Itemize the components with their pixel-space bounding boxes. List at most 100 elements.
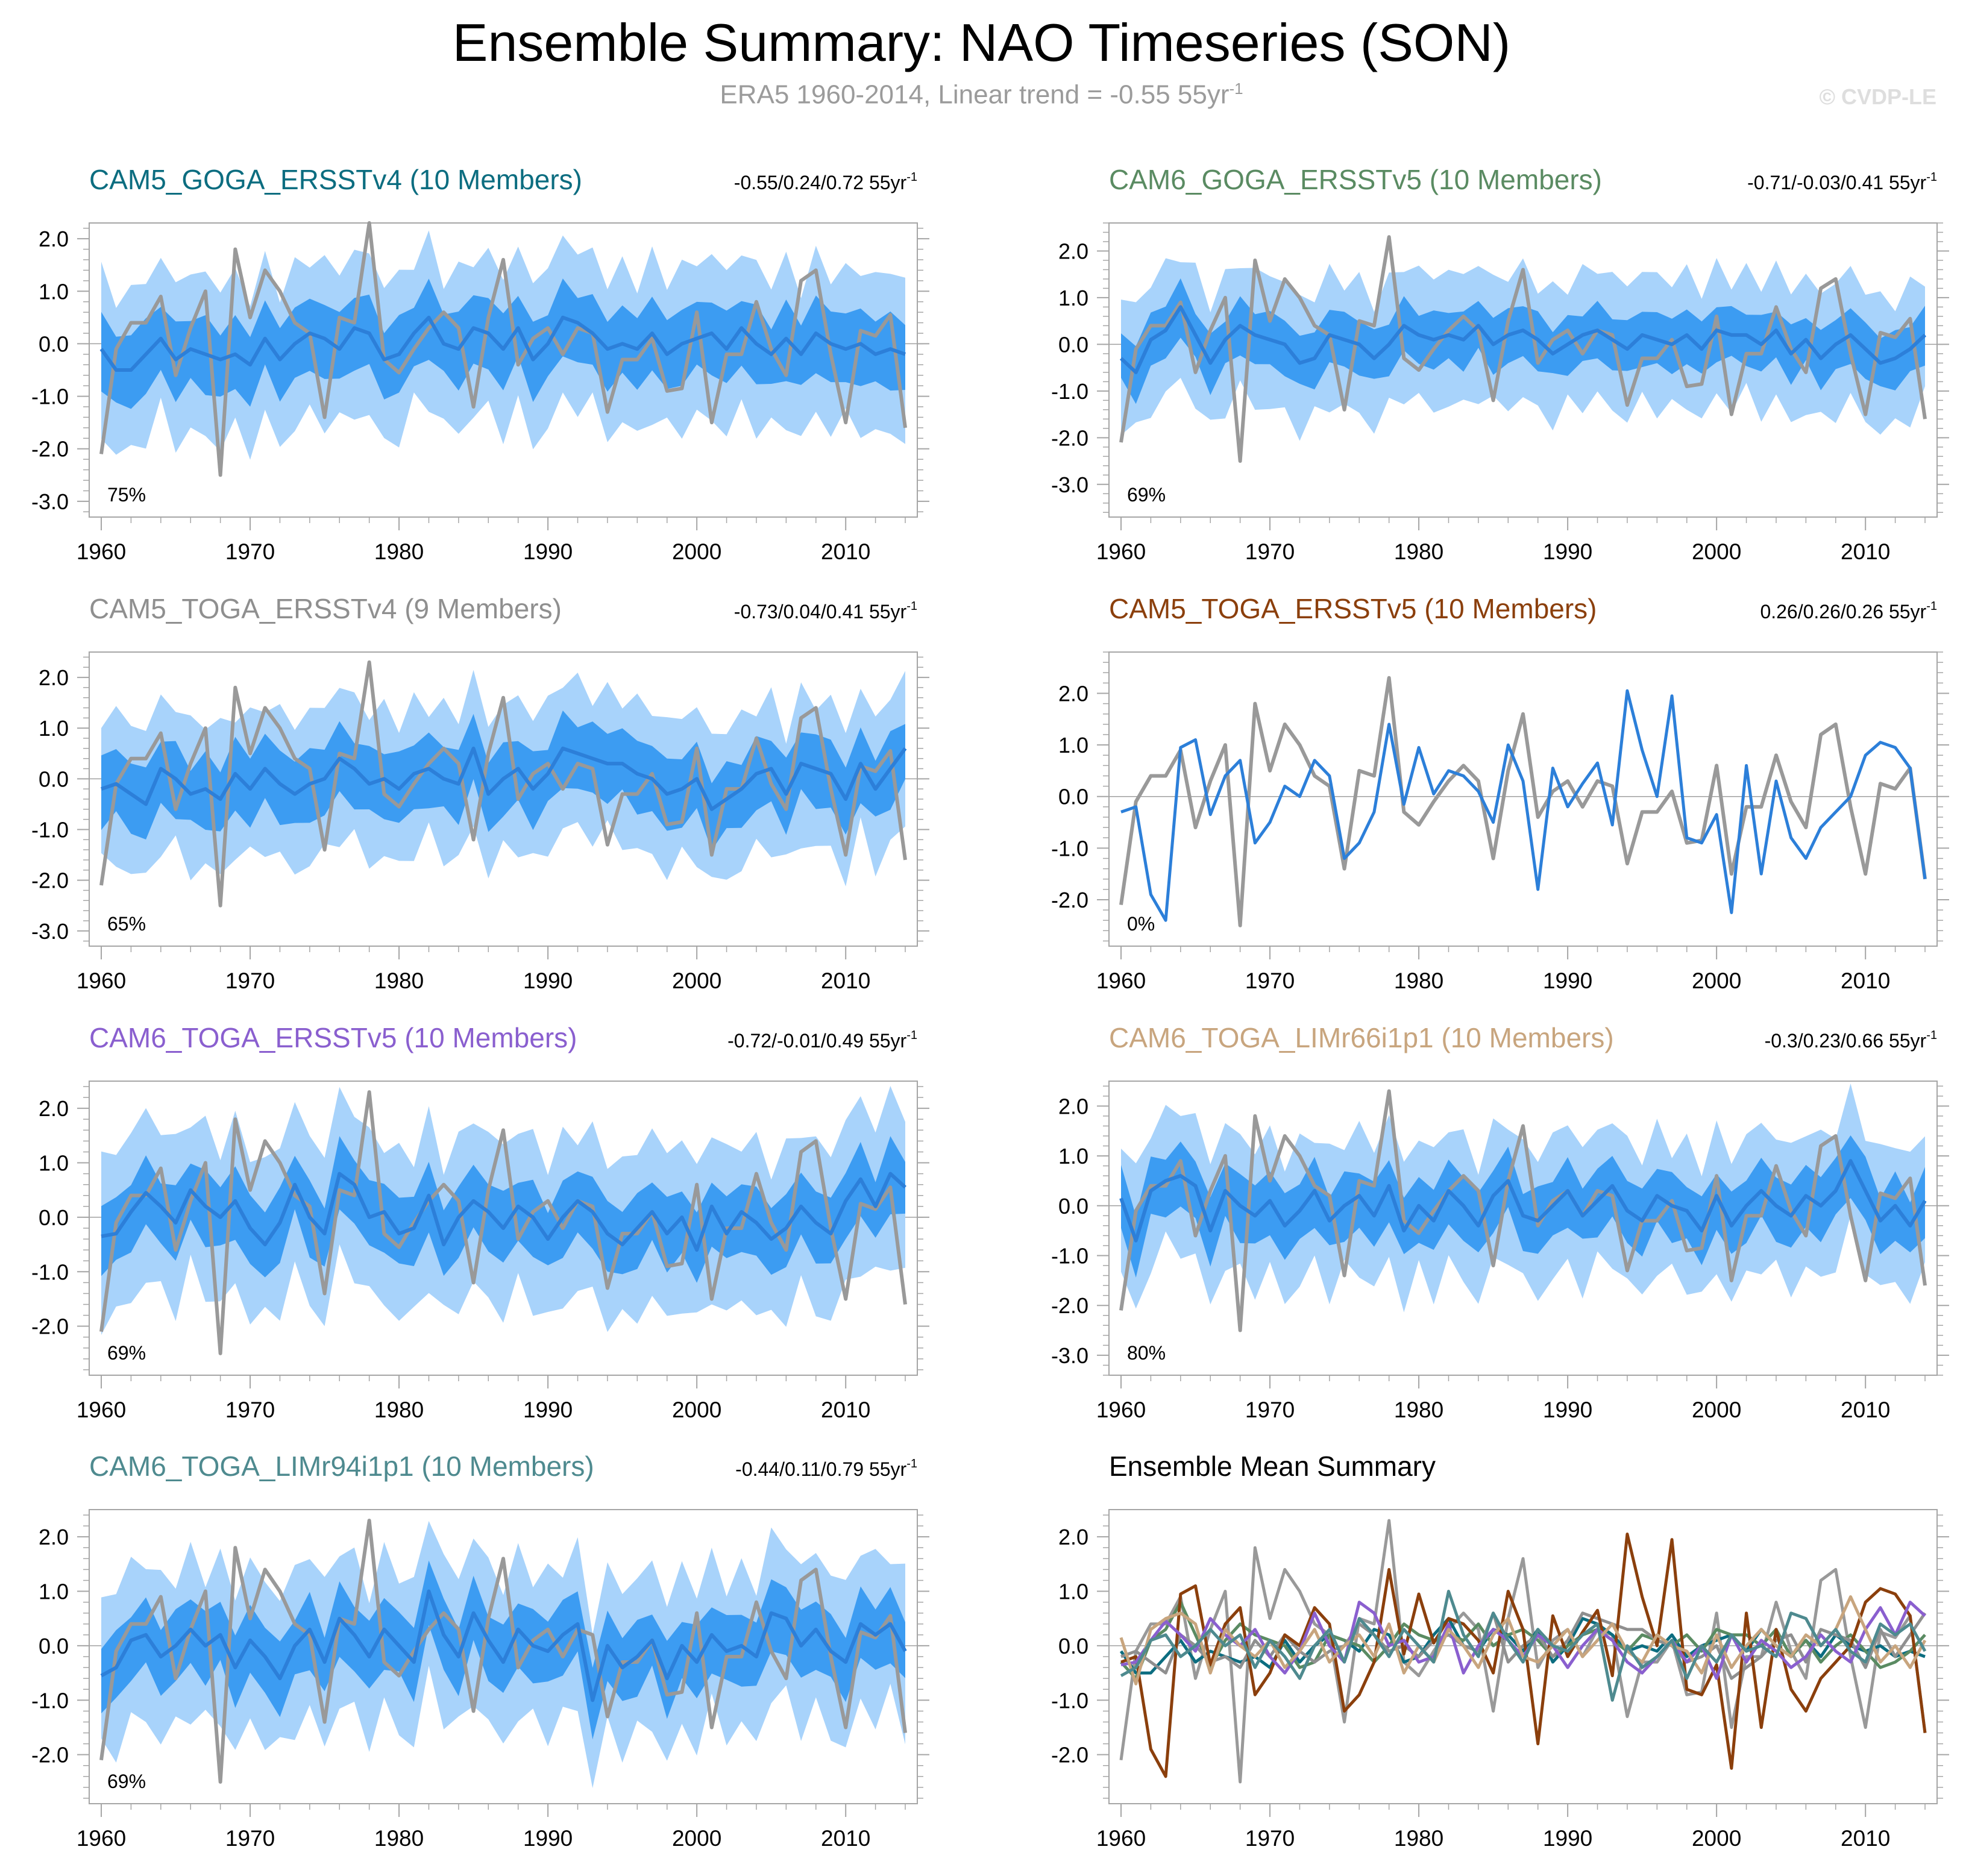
panel-2-ytick-label: -2.0 (1051, 425, 1088, 450)
summary-xtick-label: 1960 (1096, 1826, 1146, 1851)
panel-4-observed-line (1119, 676, 1927, 927)
panel-7-xtick-label: 1970 (225, 1826, 275, 1851)
panel-3-xtick-label: 2000 (672, 968, 721, 993)
panel-1-xtick-label: 1960 (77, 539, 126, 564)
panel-1-xtick-label: 1970 (225, 539, 275, 564)
panel-4-xtick-label: 2000 (1692, 968, 1741, 993)
panel-7-observed-line (99, 1519, 907, 1784)
panel-6-xtick-label: 2010 (1841, 1398, 1890, 1422)
panel-7-trend-sup: -1 (906, 1457, 917, 1470)
summary-series-line-6 (1119, 1595, 1927, 1686)
summary-ytick-label: -1.0 (1051, 1688, 1088, 1713)
summary-ytick-label: 0.0 (1058, 1634, 1088, 1658)
panel-4-xtick-label: 1970 (1245, 968, 1295, 993)
summary-series-line-3 (1120, 1611, 1927, 1680)
summary-panel: Ensemble Mean Summary 2.0 1.0 0.0 -1.0 -2.0 19… (1051, 1451, 1949, 1851)
panel-7-ytick-label: 2.0 (39, 1525, 69, 1549)
panel-1-observed-line (99, 221, 907, 477)
panel-5-ytick-label: 2.0 (39, 1096, 69, 1121)
panel-5-xtick-label: 1970 (225, 1398, 275, 1422)
panel-4-title: CAM5_TOGA_ERSSTv5 (10 Members) (1109, 593, 1597, 624)
panel-2-xtick-label: 1990 (1543, 539, 1592, 564)
panel-2-xtick-label: 1970 (1245, 539, 1295, 564)
panel-5-observed-line (99, 1090, 907, 1355)
panel-1-trend-sup: -1 (906, 171, 917, 184)
panel-4-xtick-label: 2010 (1841, 968, 1890, 993)
panel-1-ytick-label: 0.0 (39, 331, 69, 356)
panel-4-xtick-label: 1990 (1543, 968, 1592, 993)
panel-2: CAM6_GOGA_ERSSTv5 (10 Members) -0.71/-0.0… (1051, 164, 1949, 564)
summary-xtick-label: 1980 (1394, 1826, 1443, 1851)
subtitle-sup: -1 (1229, 80, 1243, 98)
panel-6-ytick-label: 2.0 (1058, 1094, 1088, 1118)
panel-2-band-inner (1121, 278, 1925, 404)
panel-2-ensemble-mean-line (1119, 305, 1927, 374)
panel-2-ytick-label: 1.0 (1058, 286, 1088, 310)
panel-4-ytick-label: 0.0 (1058, 785, 1088, 809)
summary-ytick-label: -2.0 (1051, 1743, 1088, 1768)
summary-xtick-label: 1990 (1543, 1826, 1592, 1851)
panel-3-ytick-label: 2.0 (39, 665, 69, 690)
panel-5: CAM6_TOGA_ERSSTv5 (10 Members) -0.72/-0.0… (31, 1022, 929, 1422)
panel-5-ytick-label: -2.0 (31, 1314, 69, 1339)
panel-1-xtick-label: 2010 (821, 539, 870, 564)
panel-3-ytick-label: 1.0 (39, 716, 69, 741)
panel-6-xtick-label: 1980 (1394, 1398, 1443, 1422)
summary-series-line-7 (1120, 1590, 1927, 1702)
panel-6: CAM6_TOGA_LIMr66i1p1 (10 Members) -0.3/0.… (1051, 1022, 1949, 1422)
panel-1-trend: -0.55/0.24/0.72 55yr-1 (734, 171, 917, 193)
panel-3-trend-sup: -1 (906, 600, 917, 613)
panel-3-ytick-label: -2.0 (31, 868, 69, 893)
panel-7-percent-label: 69% (107, 1771, 146, 1792)
panel-7: CAM6_TOGA_LIMr94i1p1 (10 Members) -0.44/0… (31, 1451, 929, 1851)
panel-4-trend: 0.26/0.26/0.26 55yr-1 (1760, 600, 1937, 623)
panel-4-ytick-label: 1.0 (1058, 733, 1088, 758)
panel-2-trend-sup: -1 (1926, 171, 1937, 184)
panel-3-xtick-label: 1990 (523, 968, 573, 993)
panel-2-observed-line (1119, 235, 1927, 463)
panel-7-ytick-label: 1.0 (39, 1580, 69, 1604)
panel-2-xtick-label: 1980 (1394, 539, 1443, 564)
panel-5-trend: -0.72/-0.01/0.49 55yr-1 (727, 1029, 917, 1052)
panel-6-xtick-label: 2000 (1692, 1398, 1741, 1422)
panel-4-percent-label: 0% (1127, 913, 1155, 935)
panel-6-ensemble-mean-line (1119, 1159, 1927, 1243)
panel-3-trend: -0.73/0.04/0.41 55yr-1 (734, 600, 917, 623)
panel-7-xtick-label: 1980 (374, 1826, 424, 1851)
panel-6-percent-label: 80% (1127, 1342, 1166, 1364)
watermark: © CVDP-LE (1819, 84, 1936, 109)
panel-1-ytick-label: -1.0 (31, 384, 69, 409)
panel-4-ytick-label: -1.0 (1051, 836, 1088, 861)
panel-4-ensemble-mean-line (1120, 689, 1927, 922)
panel-1-xtick-label: 2000 (672, 539, 721, 564)
panel-1-percent-label: 75% (107, 484, 146, 506)
summary-ytick-label: 1.0 (1058, 1580, 1088, 1604)
panel-5-ensemble-mean-line (101, 1172, 907, 1252)
panel-7-ytick-label: -2.0 (31, 1743, 69, 1768)
panel-1-xtick-label: 1990 (523, 539, 573, 564)
panel-7-xtick-label: 2000 (672, 1826, 721, 1851)
panel-7-trend: -0.44/0.11/0.79 55yr-1 (735, 1457, 917, 1480)
panel-6-ytick-label: 1.0 (1058, 1144, 1088, 1169)
panel-7-ytick-label: 0.0 (39, 1634, 69, 1658)
panel-4-ytick-label: 2.0 (1058, 681, 1088, 706)
panel-5-xtick-label: 1960 (77, 1398, 126, 1422)
panel-4-xtick-label: 1960 (1096, 968, 1146, 993)
panel-3-ensemble-mean-line (101, 746, 907, 811)
panel-1: CAM5_GOGA_ERSSTv4 (10 Members) -0.55/0.24… (31, 164, 929, 564)
panel-6-trend: -0.3/0.23/0.66 55yr-1 (1765, 1029, 1937, 1052)
panel-2-ytick-label: -1.0 (1051, 379, 1088, 404)
panel-1-xtick-label: 1980 (374, 539, 424, 564)
panel-1-ytick-label: 1.0 (39, 279, 69, 304)
panel-6-ytick-label: 0.0 (1058, 1194, 1088, 1219)
panel-5-xtick-label: 2010 (821, 1398, 870, 1422)
panel-2-trend: -0.71/-0.03/0.41 55yr-1 (1747, 171, 1937, 193)
panel-3-xtick-label: 1970 (225, 968, 275, 993)
panel-5-ytick-label: 0.0 (39, 1205, 69, 1230)
panel-1-frame (89, 222, 918, 518)
panel-1-title: CAM5_GOGA_ERSSTv4 (10 Members) (89, 164, 582, 195)
panel-3-ytick-label: 0.0 (39, 767, 69, 791)
panel-2-ytick-label: -3.0 (1051, 472, 1088, 497)
panel-6-frame (1108, 1081, 1938, 1376)
